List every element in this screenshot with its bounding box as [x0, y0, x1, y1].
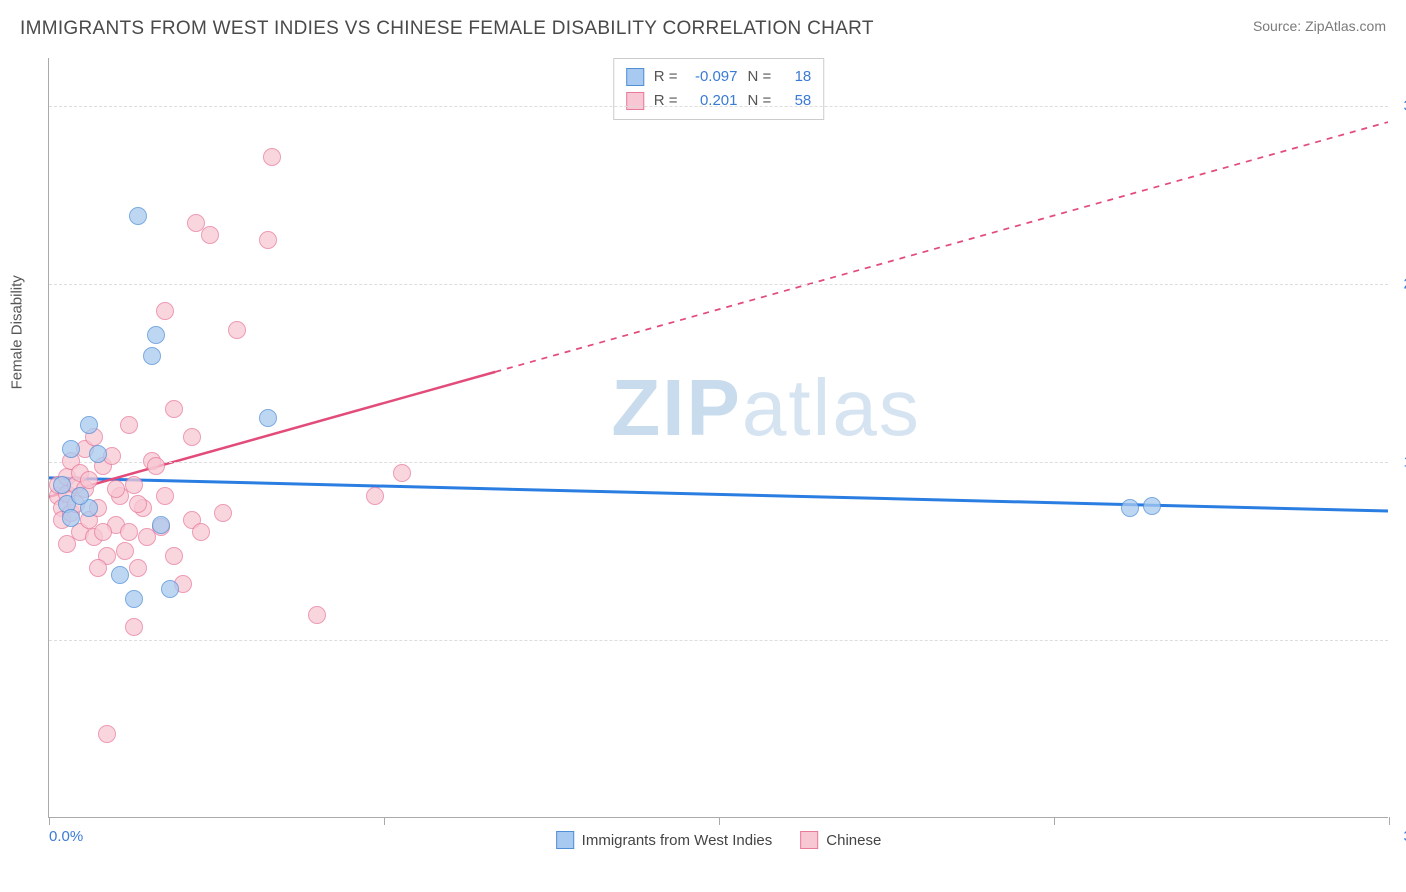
watermark: ZIPatlas — [611, 362, 920, 454]
stats-legend-row: R = -0.097 N = 18 — [626, 65, 812, 89]
scatter-point — [53, 476, 71, 494]
scatter-point — [183, 428, 201, 446]
scatter-point — [147, 326, 165, 344]
bottom-legend-item: Chinese — [800, 831, 881, 849]
bottom-legend: Immigrants from West Indies Chinese — [556, 831, 882, 849]
scatter-point — [1143, 497, 1161, 515]
legend-swatch — [626, 92, 644, 110]
r-value: 0.201 — [688, 89, 738, 113]
scatter-point — [58, 535, 76, 553]
scatter-point — [143, 347, 161, 365]
header: IMMIGRANTS FROM WEST INDIES VS CHINESE F… — [0, 0, 1406, 48]
scatter-point — [192, 523, 210, 541]
scatter-point — [161, 580, 179, 598]
scatter-point — [125, 590, 143, 608]
gridline-h — [49, 106, 1388, 107]
trend-line-dashed — [495, 122, 1388, 372]
scatter-point — [129, 207, 147, 225]
scatter-point — [165, 547, 183, 565]
scatter-point — [152, 516, 170, 534]
legend-label: Immigrants from West Indies — [582, 832, 773, 849]
n-label: N = — [748, 89, 772, 113]
scatter-point — [263, 148, 281, 166]
r-label: R = — [654, 65, 678, 89]
scatter-point — [156, 302, 174, 320]
plot-area: ZIPatlas Female Disability R =-0.097N =1… — [48, 58, 1388, 818]
scatter-point — [89, 445, 107, 463]
y-axis-label: Female Disability — [9, 275, 26, 389]
source-text: Source: ZipAtlas.com — [1253, 18, 1386, 34]
scatter-point — [125, 618, 143, 636]
x-tick — [49, 817, 50, 825]
scatter-point — [393, 464, 411, 482]
watermark-atlas: atlas — [742, 363, 921, 452]
scatter-point — [98, 725, 116, 743]
x-min-label: 0.0% — [49, 828, 83, 845]
scatter-point — [120, 416, 138, 434]
scatter-point — [94, 523, 112, 541]
r-label: R = — [654, 89, 678, 113]
scatter-point — [129, 559, 147, 577]
scatter-point — [156, 487, 174, 505]
scatter-point — [214, 504, 232, 522]
gridline-h — [49, 284, 1388, 285]
scatter-point — [116, 542, 134, 560]
scatter-point — [111, 566, 129, 584]
stats-legend: R = -0.097 N = 18 R = 0.201 N = 58 — [613, 58, 825, 120]
x-tick — [1389, 817, 1390, 825]
x-tick — [719, 817, 720, 825]
trend-line-solid — [49, 372, 495, 497]
scatter-point — [125, 476, 143, 494]
stats-legend-row: R = 0.201 N = 58 — [626, 89, 812, 113]
legend-label: Chinese — [826, 832, 881, 849]
n-value: 18 — [781, 65, 811, 89]
scatter-point — [120, 523, 138, 541]
chart-container: ZIPatlas Female Disability R =-0.097N =1… — [48, 58, 1388, 818]
scatter-point — [107, 480, 125, 498]
scatter-point — [71, 487, 89, 505]
bottom-legend-item: Immigrants from West Indies — [556, 831, 773, 849]
scatter-point — [308, 606, 326, 624]
trend-lines-svg — [49, 58, 1388, 817]
x-tick — [384, 817, 385, 825]
scatter-point — [1121, 499, 1139, 517]
legend-swatch — [800, 831, 818, 849]
r-value: -0.097 — [688, 65, 738, 89]
scatter-point — [89, 559, 107, 577]
scatter-point — [147, 457, 165, 475]
legend-swatch — [556, 831, 574, 849]
page-title: IMMIGRANTS FROM WEST INDIES VS CHINESE F… — [20, 18, 874, 40]
trend-line-solid — [49, 478, 1388, 511]
scatter-point — [201, 226, 219, 244]
scatter-point — [62, 440, 80, 458]
scatter-point — [165, 400, 183, 418]
n-label: N = — [748, 65, 772, 89]
scatter-point — [80, 416, 98, 434]
scatter-point — [129, 495, 147, 513]
scatter-point — [366, 487, 384, 505]
scatter-point — [80, 471, 98, 489]
scatter-point — [259, 231, 277, 249]
watermark-zip: ZIP — [611, 363, 741, 452]
scatter-point — [62, 509, 80, 527]
x-tick — [1054, 817, 1055, 825]
scatter-point — [228, 321, 246, 339]
scatter-point — [259, 409, 277, 427]
legend-swatch — [626, 68, 644, 86]
n-value: 58 — [781, 89, 811, 113]
gridline-h — [49, 640, 1388, 641]
gridline-h — [49, 462, 1388, 463]
